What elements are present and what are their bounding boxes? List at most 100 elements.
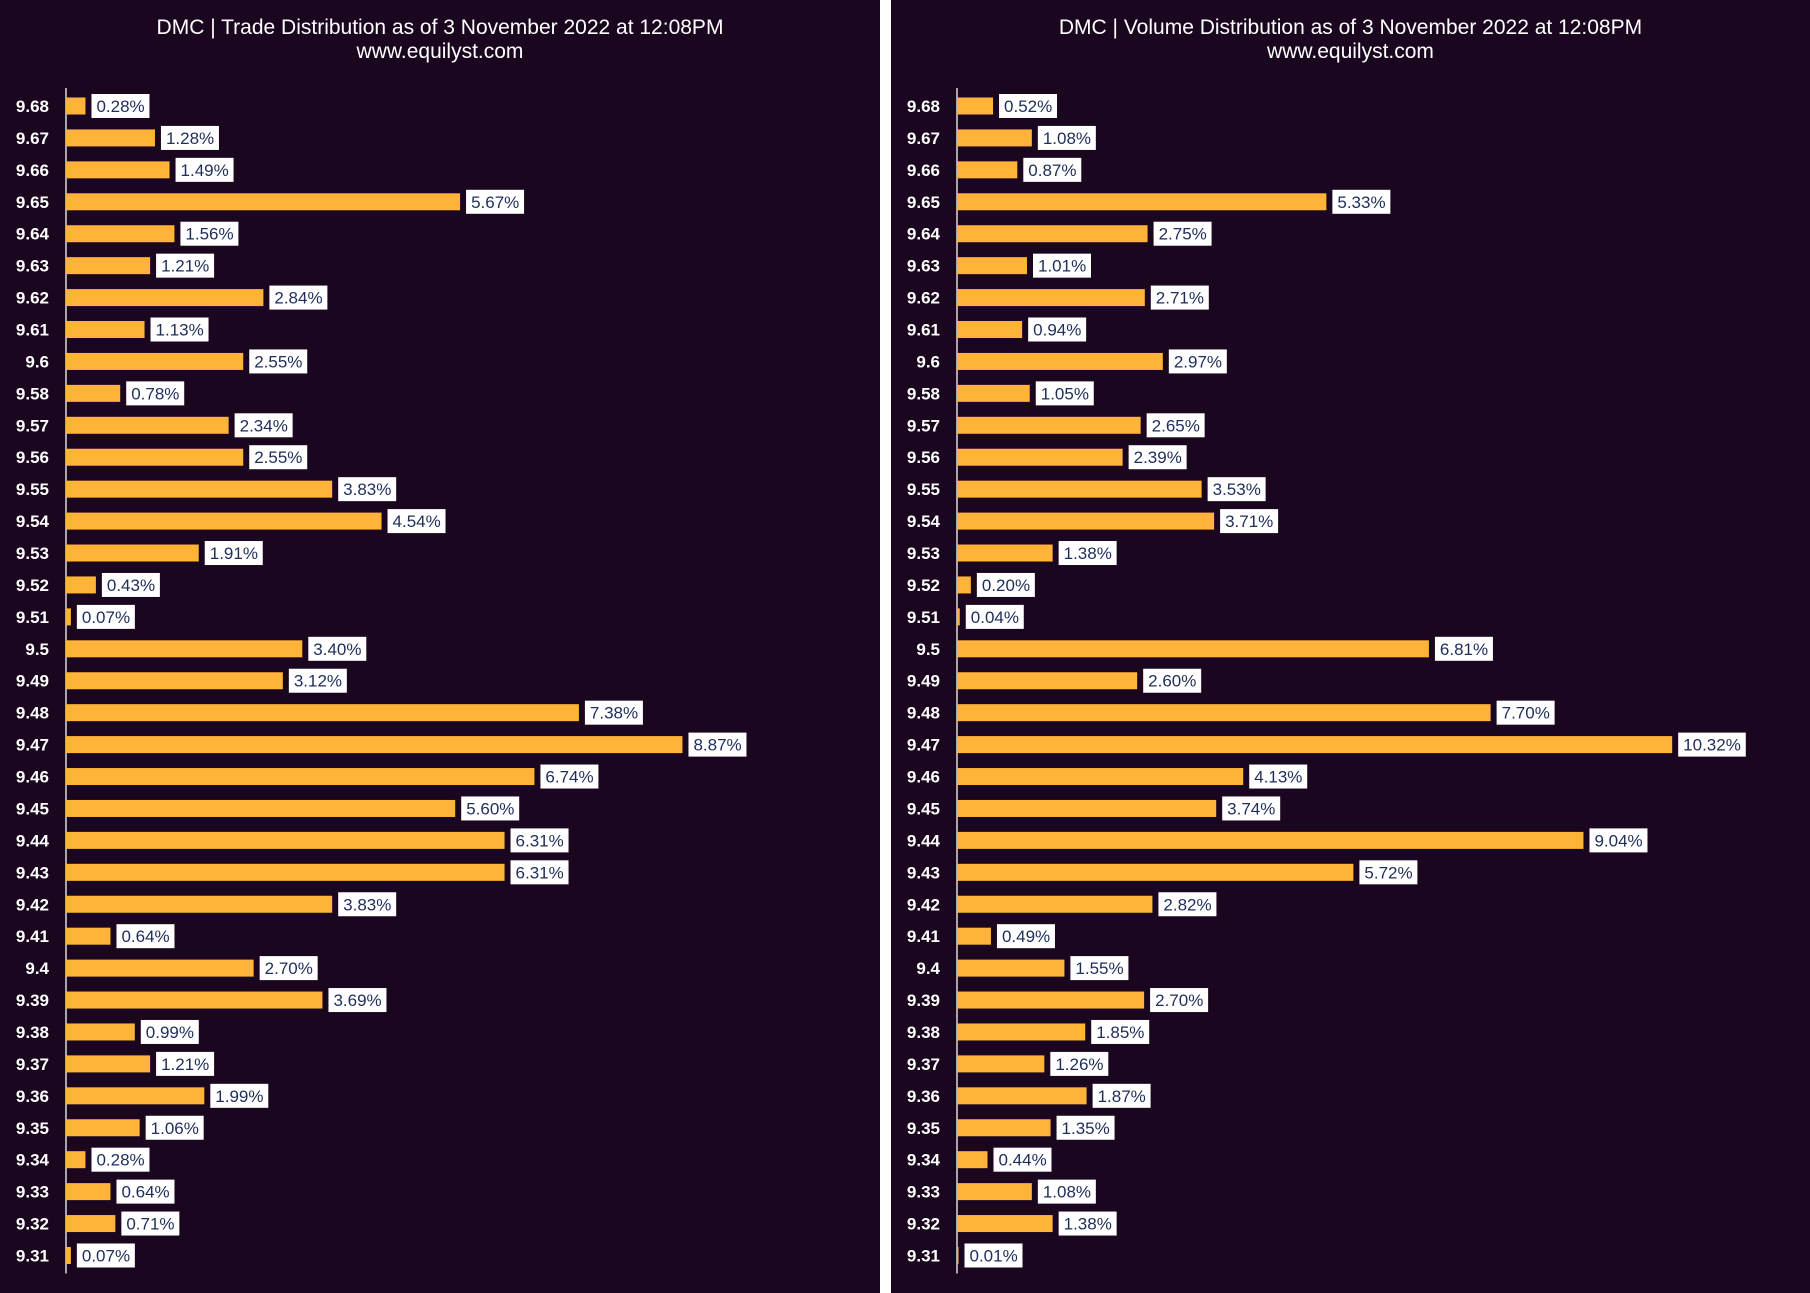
trade-data-label-text: 6.31% xyxy=(516,831,564,850)
trade-data-label-text: 2.34% xyxy=(240,416,288,435)
trade-price-tick-label: 9.43 xyxy=(16,863,49,882)
volume-data-label: 2.65% xyxy=(1146,413,1205,438)
trade-price-tick-label: 9.47 xyxy=(16,736,49,755)
volume-bar xyxy=(957,448,1123,466)
trade-data-label-box xyxy=(540,764,599,789)
trade-data-label-box xyxy=(76,604,135,629)
trade-chart-title: DMC | Trade Distribution as of 3 Novembe… xyxy=(156,16,724,39)
trade-bar xyxy=(66,1087,205,1105)
volume-price-tick-label: 9.37 xyxy=(907,1055,940,1074)
volume-bar xyxy=(957,193,1327,211)
volume-data-label: 5.72% xyxy=(1359,860,1418,885)
trade-price-tick-label: 9.37 xyxy=(16,1055,49,1074)
volume-data-label-text: 0.49% xyxy=(1002,927,1050,946)
volume-data-label-text: 2.60% xyxy=(1148,672,1196,691)
trade-bar xyxy=(66,1246,71,1264)
volume-data-label-box xyxy=(1332,189,1391,214)
volume-bar xyxy=(957,863,1354,881)
trade-bar xyxy=(66,257,151,275)
trade-price-tick-label: 9.61 xyxy=(16,321,49,340)
volume-data-label-text: 0.01% xyxy=(970,1246,1018,1265)
volume-bar xyxy=(957,384,1030,402)
volume-data-label-box xyxy=(1056,1115,1115,1140)
volume-bar xyxy=(957,640,1429,658)
trade-data-label-box xyxy=(121,1211,180,1236)
volume-data-label: 2.39% xyxy=(1128,445,1187,470)
volume-data-label-box xyxy=(1032,253,1091,278)
volume-data-label-text: 6.81% xyxy=(1440,640,1488,659)
trade-data-label-box xyxy=(156,253,215,278)
volume-data-label-box xyxy=(1050,1051,1109,1076)
trade-data-label-box xyxy=(510,860,569,885)
volume-data-label: 2.82% xyxy=(1158,892,1217,917)
trade-data-label-text: 1.91% xyxy=(210,544,258,563)
trade-price-tick-label: 9.68 xyxy=(16,97,49,116)
volume-data-label: 7.70% xyxy=(1496,700,1555,725)
trade-data-label: 0.07% xyxy=(76,1243,135,1268)
trade-data-label: 2.70% xyxy=(259,956,318,981)
trade-bar xyxy=(66,863,505,881)
trade-bar xyxy=(66,544,199,562)
trade-data-label: 2.55% xyxy=(249,349,308,374)
trade-bar xyxy=(66,1055,151,1073)
volume-data-label-box xyxy=(1589,828,1648,853)
trade-bar xyxy=(66,97,86,115)
trade-data-label: 0.28% xyxy=(91,94,150,118)
trade-price-tick-label: 9.41 xyxy=(16,927,49,946)
volume-data-label: 1.38% xyxy=(1058,541,1117,566)
volume-price-tick-label: 9.66 xyxy=(907,161,940,180)
volume-data-label-text: 2.65% xyxy=(1152,416,1200,435)
trade-price-tick-label: 9.36 xyxy=(16,1087,49,1106)
trade-data-label-text: 0.71% xyxy=(126,1215,174,1234)
volume-price-tick-label: 9.48 xyxy=(907,704,940,723)
volume-data-label-box xyxy=(1128,445,1187,470)
trade-data-label-box xyxy=(288,668,347,693)
trade-bar xyxy=(66,736,683,754)
trade-data-label-box xyxy=(156,1051,215,1076)
trade-bar xyxy=(66,1215,116,1233)
trade-price-tick-label: 9.62 xyxy=(16,289,49,308)
trade-data-label: 0.28% xyxy=(91,1147,150,1172)
volume-bar xyxy=(957,321,1023,339)
volume-bar xyxy=(957,768,1244,786)
trade-data-label: 2.34% xyxy=(234,413,293,438)
volume-data-label-box xyxy=(1220,509,1279,534)
trade-data-label-text: 3.40% xyxy=(313,640,361,659)
trade-data-label-box xyxy=(234,413,293,438)
volume-price-tick-label: 9.54 xyxy=(907,512,941,531)
volume-bar xyxy=(957,927,991,945)
volume-price-tick-label: 9.5 xyxy=(916,640,940,659)
volume-data-label-box xyxy=(1091,1019,1150,1044)
volume-data-label: 1.08% xyxy=(1037,1179,1096,1204)
trade-bar xyxy=(66,161,170,179)
trade-data-label-box xyxy=(116,1179,175,1204)
volume-data-label-box xyxy=(1678,732,1746,757)
trade-price-tick-label: 9.48 xyxy=(16,704,49,723)
trade-data-label-text: 8.87% xyxy=(693,736,741,755)
trade-data-label: 5.60% xyxy=(461,796,520,821)
trade-data-label: 3.83% xyxy=(338,892,397,917)
volume-data-label-box xyxy=(1168,349,1227,374)
volume-bar xyxy=(957,512,1215,530)
volume-data-label: 3.74% xyxy=(1222,796,1281,821)
trade-bar xyxy=(66,1151,86,1169)
volume-data-label-text: 0.52% xyxy=(1004,97,1052,116)
volume-bar xyxy=(957,289,1145,307)
trade-bar xyxy=(66,608,71,626)
trade-data-label-box xyxy=(150,317,209,342)
trade-data-label-text: 0.43% xyxy=(107,576,155,595)
volume-data-label: 3.71% xyxy=(1220,509,1279,534)
trade-data-label: 4.54% xyxy=(387,509,446,534)
volume-bar xyxy=(957,895,1153,913)
volume-data-label-text: 1.05% xyxy=(1041,384,1089,403)
volume-data-label: 10.32% xyxy=(1678,732,1746,757)
volume-bar xyxy=(957,991,1145,1009)
trade-data-label-text: 6.31% xyxy=(516,863,564,882)
volume-price-tick-label: 9.43 xyxy=(907,863,940,882)
volume-data-label-box xyxy=(1150,285,1209,310)
volume-data-label-text: 2.71% xyxy=(1156,289,1204,308)
trade-price-tick-label: 9.32 xyxy=(16,1215,49,1234)
volume-data-label-text: 1.85% xyxy=(1096,1023,1144,1042)
volume-data-label-text: 1.26% xyxy=(1055,1055,1103,1074)
trade-data-label: 3.69% xyxy=(328,988,387,1013)
